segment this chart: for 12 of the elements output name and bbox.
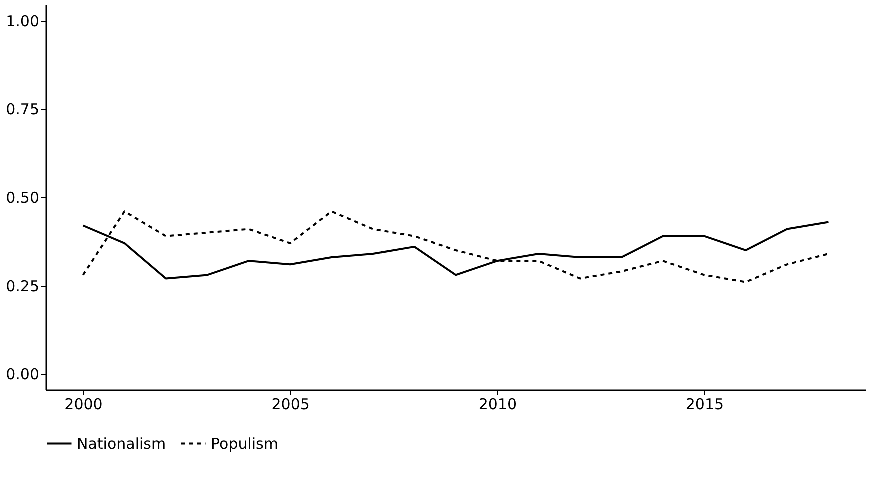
x-tick-label: 2005 xyxy=(272,396,310,414)
line-series xyxy=(82,210,830,284)
y-tick-label: 0.00 xyxy=(6,366,40,384)
x-tick-label: 2015 xyxy=(686,396,724,414)
legend-label: Nationalism xyxy=(77,434,166,453)
x-tick-label: 2000 xyxy=(64,396,103,414)
y-tick-label: 0.50 xyxy=(6,189,40,207)
y-tick-label: 1.00 xyxy=(6,12,40,30)
legend-label: Populism xyxy=(211,434,278,453)
x-tick-label: 2010 xyxy=(478,396,518,414)
y-tick-label: 0.25 xyxy=(6,277,40,296)
y-tick-label: 0.75 xyxy=(6,100,40,119)
